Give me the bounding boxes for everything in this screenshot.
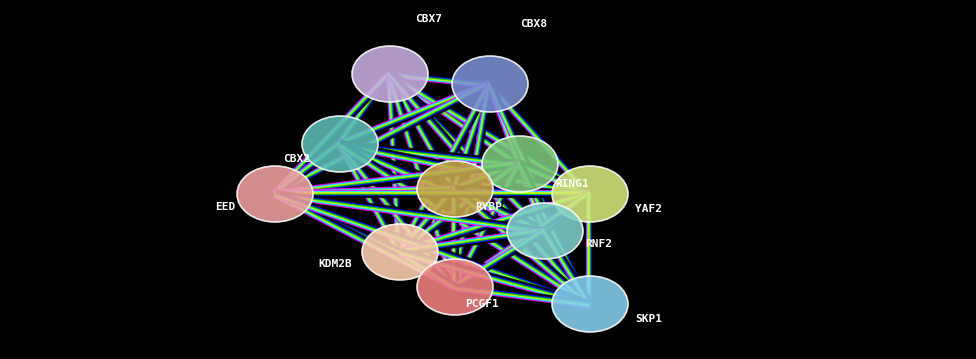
Text: RING1: RING1 <box>555 179 589 189</box>
Text: RYBP: RYBP <box>475 202 502 212</box>
Ellipse shape <box>237 166 313 222</box>
Text: EED: EED <box>215 202 235 212</box>
Text: CBX2: CBX2 <box>283 154 310 164</box>
Text: SKP1: SKP1 <box>635 314 662 324</box>
Text: KDM2B: KDM2B <box>318 259 352 269</box>
Ellipse shape <box>352 46 428 102</box>
Ellipse shape <box>362 224 438 280</box>
Text: CBX8: CBX8 <box>520 19 547 29</box>
Text: CBX7: CBX7 <box>415 14 442 24</box>
Text: YAF2: YAF2 <box>635 204 662 214</box>
Ellipse shape <box>417 161 493 217</box>
Ellipse shape <box>482 136 558 192</box>
Ellipse shape <box>452 56 528 112</box>
Ellipse shape <box>507 203 583 259</box>
Ellipse shape <box>552 166 628 222</box>
Ellipse shape <box>302 116 378 172</box>
Ellipse shape <box>552 276 628 332</box>
Text: PCGF1: PCGF1 <box>465 299 499 309</box>
Text: RNF2: RNF2 <box>585 239 612 249</box>
Ellipse shape <box>417 259 493 315</box>
